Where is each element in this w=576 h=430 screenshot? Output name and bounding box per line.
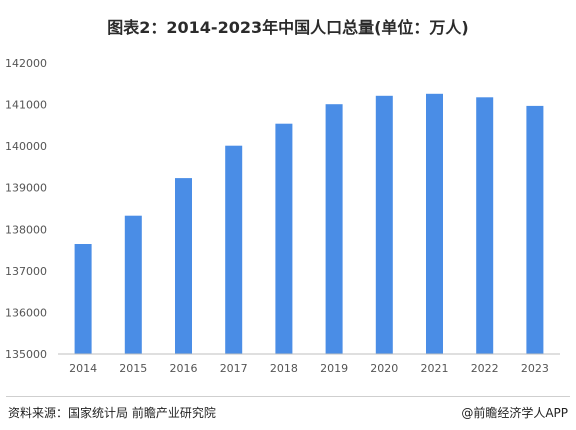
x-tick-label: 2016	[170, 362, 198, 375]
y-tick-label: 139000	[5, 182, 47, 195]
bar-chart: 135000 136000 137000 138000 139000 140000 1410…	[5, 57, 560, 375]
bar	[275, 123, 293, 354]
source-note: 资料来源：国家统计局 前瞻产业研究院	[8, 406, 216, 420]
x-tick-label: 2021	[421, 362, 449, 375]
y-tick-label: 135000	[5, 348, 47, 361]
x-tick-label: 2022	[471, 362, 499, 375]
footer: 资料来源：国家统计局 前瞻产业研究院 @前瞻经济学人APP	[0, 396, 576, 430]
bar	[476, 97, 494, 355]
x-tick-label: 2017	[220, 362, 248, 375]
y-tick-label: 136000	[5, 306, 47, 319]
chart-title: 图表2：2014-2023年中国人口总量(单位：万人)	[107, 18, 469, 37]
y-tick-label: 140000	[5, 140, 47, 153]
bar	[74, 244, 92, 354]
x-tick-label: 2023	[521, 362, 549, 375]
x-tick-label: 2018	[270, 362, 298, 375]
bar	[325, 104, 343, 354]
bar	[375, 95, 393, 355]
y-tick-label: 138000	[5, 223, 47, 236]
bar	[526, 105, 544, 355]
credit-note: @前瞻经济学人APP	[461, 406, 568, 420]
bar	[175, 178, 192, 354]
x-tick-label: 2015	[119, 362, 147, 375]
x-tick-label: 2019	[320, 362, 348, 375]
bar	[426, 93, 443, 355]
y-tick-label: 142000	[5, 57, 47, 70]
x-tick-label: 2020	[370, 362, 398, 375]
y-tick-label: 141000	[5, 99, 47, 112]
footer-divider	[6, 396, 570, 397]
bar	[124, 215, 142, 354]
bar	[225, 145, 243, 354]
x-tick-label: 2014	[69, 362, 97, 375]
y-tick-label: 137000	[5, 265, 47, 278]
